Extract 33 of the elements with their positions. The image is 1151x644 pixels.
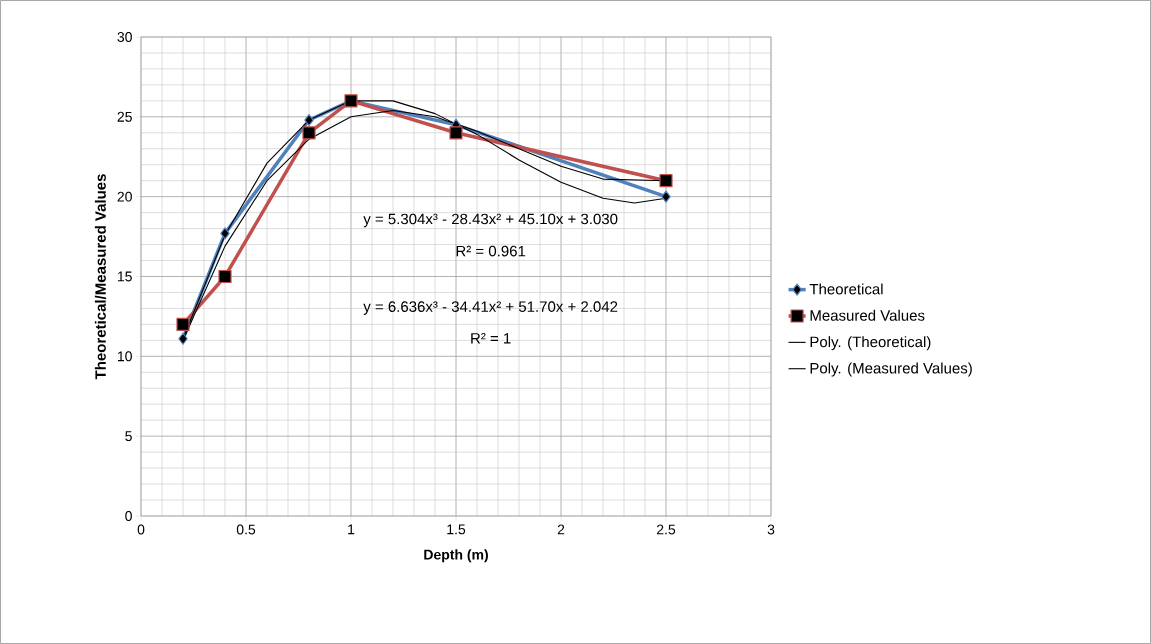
annotation: y = 5.304x³ - 28.43x² + 45.10x + 3.030 [363, 213, 618, 228]
point [218, 269, 232, 284]
y-tick-label: 25 [117, 111, 132, 122]
y-tick-label: 30 [117, 32, 132, 42]
legend-label: Poly. (Measured Values) [810, 362, 972, 377]
point [178, 332, 188, 345]
x-tick-label: 2.5 [656, 524, 676, 535]
x-tick-label: 1 [348, 524, 355, 535]
point [302, 126, 316, 140]
annotation: R² = 1 [471, 333, 511, 344]
x-tick-label: 3 [767, 524, 775, 535]
point [176, 317, 190, 331]
x-tick-label: 2 [557, 524, 565, 535]
y-tick-label: 0 [125, 511, 132, 521]
annotation: y = 6.636x³ - 34.41x² + 51.70x + 2.042 [363, 301, 618, 315]
legend-label: Poly. (Theoretical) [810, 336, 931, 351]
point [449, 126, 463, 140]
y-tick-label: 5 [125, 431, 132, 442]
y-axis-title: Theoretical/Measured Values [94, 174, 107, 380]
y-tick-label: 15 [117, 271, 132, 282]
point [304, 113, 314, 127]
point [220, 227, 230, 240]
x-tick-label: 0 [137, 524, 145, 535]
x-axis-title: Depth (m) [424, 549, 488, 563]
point [661, 190, 671, 203]
x-tick-label: 0.5 [236, 524, 256, 535]
legend-label: Theoretical [809, 283, 883, 295]
point [659, 174, 673, 188]
x-tick-label: 1.5 [447, 524, 466, 535]
y-tick-label: 10 [117, 351, 132, 362]
legend-label: Measured Values [810, 309, 925, 321]
y-tick-label: 20 [117, 191, 132, 202]
annotation: R² = 0.961 [456, 245, 526, 257]
